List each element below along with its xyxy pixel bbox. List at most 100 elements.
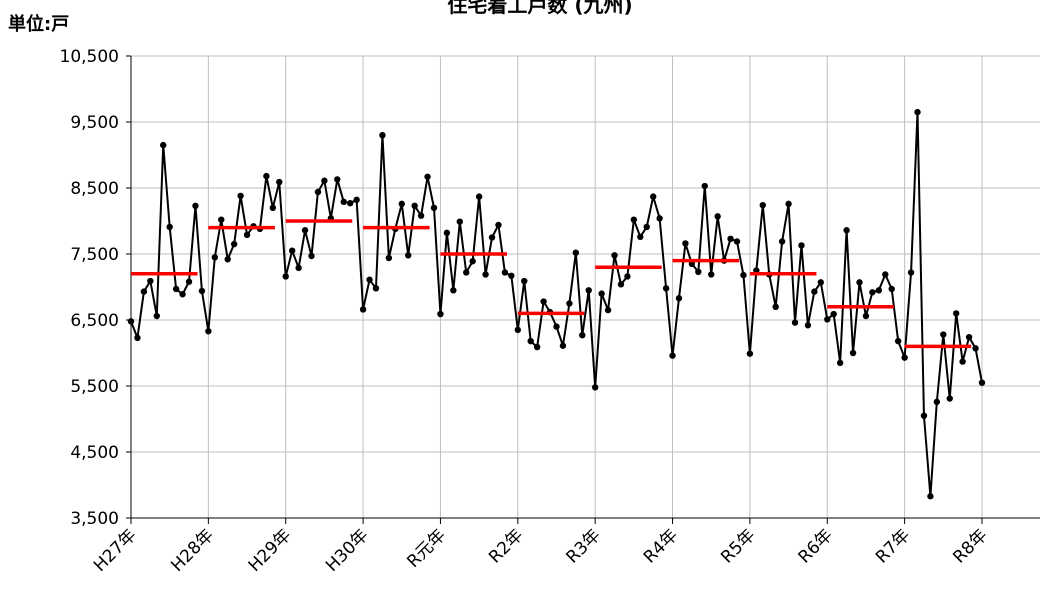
data-point xyxy=(127,318,135,325)
data-point xyxy=(372,285,380,292)
data-point xyxy=(649,193,657,200)
data-point xyxy=(463,269,470,276)
data-point xyxy=(282,273,289,280)
data-point xyxy=(353,196,360,204)
data-point xyxy=(269,204,277,211)
data-point xyxy=(611,252,618,259)
data-point xyxy=(263,172,270,180)
data-point xyxy=(656,215,663,222)
data-point xyxy=(862,312,870,320)
data-point xyxy=(192,202,199,210)
x-tick-label: R3年 xyxy=(563,525,605,567)
data-point xyxy=(179,291,186,298)
data-point xyxy=(585,287,592,294)
data-point xyxy=(211,254,219,261)
y-tick-label: 4,500 xyxy=(70,443,119,463)
data-point xyxy=(714,213,721,220)
x-tick-label: R8年 xyxy=(949,525,991,567)
data-point xyxy=(804,322,812,329)
x-tick-label: R元年 xyxy=(403,525,450,572)
x-tick-label: R4年 xyxy=(640,525,682,567)
y-tick-label: 6,500 xyxy=(70,311,119,331)
data-point xyxy=(405,252,412,259)
data-point xyxy=(630,216,638,223)
y-tick-label: 7,500 xyxy=(70,245,119,265)
data-point xyxy=(379,132,386,139)
unit-label: 単位:戸 xyxy=(8,13,69,35)
data-point xyxy=(791,319,799,326)
data-point xyxy=(836,359,844,367)
x-tick-label: R2年 xyxy=(485,525,527,567)
data-point xyxy=(579,331,586,339)
data-point xyxy=(662,285,670,292)
data-point xyxy=(140,288,148,295)
data-point xyxy=(527,337,534,345)
data-point xyxy=(521,277,528,285)
data-point xyxy=(482,271,489,278)
data-point xyxy=(533,343,541,351)
data-point xyxy=(682,240,689,247)
data-point xyxy=(437,310,444,318)
chart-title: 住宅着工戸数 (九州) xyxy=(447,0,632,17)
data-point xyxy=(340,198,347,206)
data-point xyxy=(940,331,947,338)
data-point xyxy=(785,200,792,208)
data-point xyxy=(746,350,754,357)
x-tick-label: H29年 xyxy=(245,525,296,576)
data-point xyxy=(501,269,509,276)
data-point xyxy=(443,229,451,237)
data-point xyxy=(907,269,915,276)
data-point xyxy=(411,202,418,210)
data-point xyxy=(598,290,605,297)
data-point xyxy=(398,200,405,208)
data-point xyxy=(243,231,251,239)
data-point xyxy=(508,272,515,279)
data-point xyxy=(456,218,463,225)
data-point xyxy=(849,349,857,357)
data-point xyxy=(952,310,960,317)
data-point xyxy=(972,345,979,352)
data-point xyxy=(759,201,766,209)
data-point xyxy=(230,240,238,248)
data-point xyxy=(643,223,650,231)
data-point xyxy=(469,258,476,265)
y-tick-label: 9,500 xyxy=(70,113,119,133)
data-point xyxy=(617,281,625,288)
data-point xyxy=(624,273,631,280)
data-point xyxy=(430,204,438,211)
data-point xyxy=(811,288,818,295)
data-point xyxy=(160,141,167,149)
data-point xyxy=(559,342,567,349)
data-point xyxy=(166,223,173,231)
data-point xyxy=(978,379,986,386)
data-point xyxy=(475,193,483,200)
data-point xyxy=(946,395,953,402)
data-point xyxy=(288,247,296,254)
y-tick-label: 10,500 xyxy=(60,47,119,67)
data-point xyxy=(276,178,283,186)
data-point xyxy=(540,298,547,305)
data-point xyxy=(295,264,302,272)
x-tick-label: R6年 xyxy=(795,525,837,567)
y-tick-label: 5,500 xyxy=(70,377,119,397)
data-point xyxy=(198,287,206,295)
x-tick-label: R5年 xyxy=(717,525,759,567)
data-point xyxy=(695,268,702,276)
x-tick-label: H27年 xyxy=(90,525,141,576)
data-point xyxy=(875,287,883,294)
x-tick-label: R7年 xyxy=(872,525,914,567)
data-point xyxy=(224,256,231,263)
data-point xyxy=(553,323,560,330)
data-point xyxy=(237,192,244,200)
data-point xyxy=(843,227,850,234)
data-point xyxy=(733,238,741,245)
data-point xyxy=(366,276,373,283)
data-point xyxy=(888,285,895,293)
data-point xyxy=(798,242,805,249)
data-point xyxy=(334,176,341,183)
data-point xyxy=(134,334,141,342)
data-point xyxy=(321,177,328,184)
data-point xyxy=(417,212,425,219)
y-tick-label: 3,500 xyxy=(70,509,119,529)
